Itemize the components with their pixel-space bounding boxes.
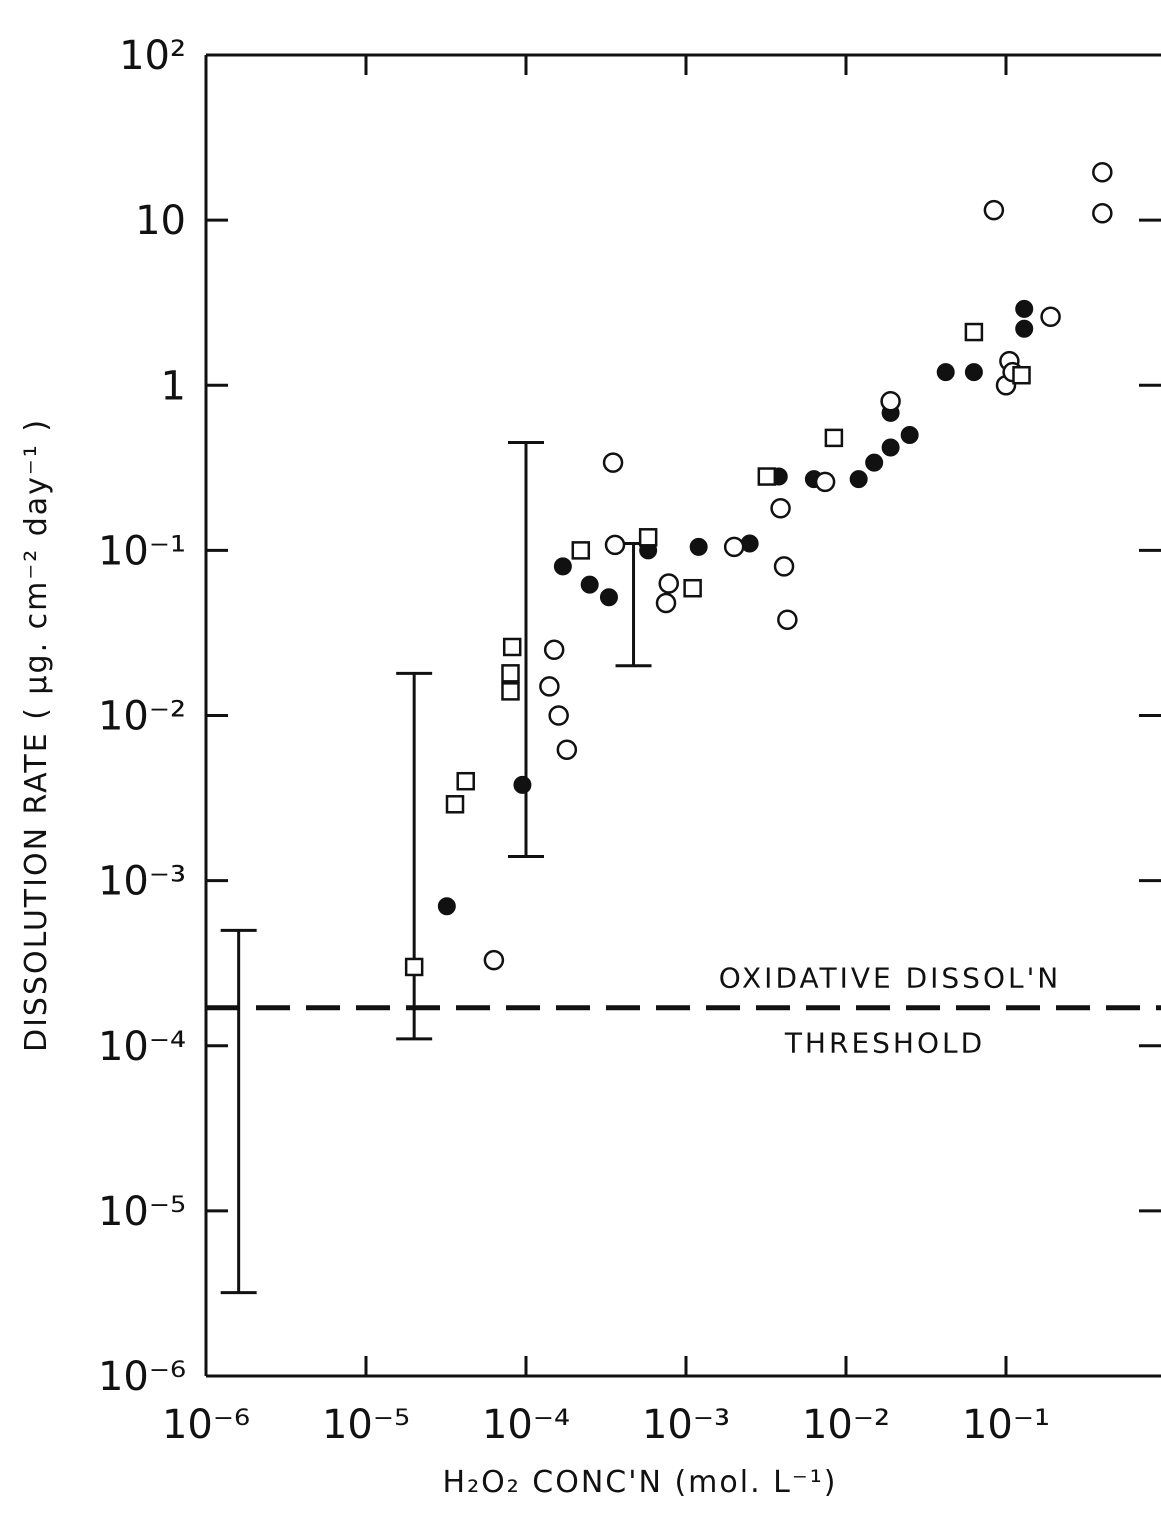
open-circle-point (777, 609, 798, 631)
open-square-point (757, 467, 777, 486)
filled-circle-point (1015, 319, 1034, 338)
open-circle-point (1040, 306, 1061, 327)
x-tick-label: 10⁻³ (642, 1402, 730, 1448)
open-square-point (964, 322, 984, 342)
open-circle-point (723, 536, 745, 558)
error-bar (220, 928, 257, 1295)
open-square-point (404, 957, 424, 977)
open-square-point (456, 771, 475, 791)
x-tick-label: 10⁻⁵ (322, 1402, 410, 1448)
plot-frame (204, 53, 1161, 1378)
x-axis-label: H₂O₂ CONC'N (mol. L⁻¹) (443, 1465, 838, 1500)
open-circle-point (543, 639, 565, 661)
filled-circle-point (881, 438, 900, 457)
open-circle-point (602, 452, 624, 473)
y-tick-label: 10² (119, 33, 186, 79)
y-tick-label: 10⁻⁶ (98, 1354, 186, 1400)
open-circle-point (539, 676, 560, 697)
open-square-point (502, 637, 522, 657)
y-axis-label: DISSOLUTION RATE ( µg. cm⁻² day⁻¹ ) (19, 418, 54, 1052)
open-circle-point (880, 391, 901, 412)
y-tick-label: 10 (135, 198, 186, 244)
filled-circle-point (689, 537, 708, 556)
open-square-point (501, 664, 520, 683)
y-tick-label: 1 (161, 363, 186, 409)
x-tick-label: 10⁻¹ (962, 1402, 1050, 1448)
filled-circle-point (936, 363, 955, 382)
open-circle-point (983, 199, 1005, 221)
open-circle-point (1092, 161, 1113, 183)
open-circle-point (1092, 203, 1113, 224)
threshold-label-top: OXIDATIVE DISSOL'N (719, 962, 1062, 995)
error-bar (396, 671, 433, 1041)
open-circle-point (773, 556, 795, 577)
open-square-point (445, 795, 465, 814)
open-square-point (683, 578, 702, 598)
open-circle-point (814, 471, 836, 493)
threshold-label-bottom: THRESHOLD (784, 1027, 985, 1060)
filled-circle-point (849, 470, 868, 489)
filled-circle-point (599, 588, 618, 607)
y-tick-label: 10⁻³ (98, 859, 186, 905)
data-points (404, 161, 1113, 977)
filled-circle-point (1015, 299, 1034, 318)
y-tick-label: 10⁻¹ (98, 528, 186, 574)
open-square-point (1012, 365, 1031, 385)
open-circle-point (770, 497, 791, 519)
error-bar (615, 542, 652, 668)
y-tick-label: 10⁻⁵ (98, 1189, 186, 1235)
open-square-point (638, 528, 658, 547)
threshold-group: OXIDATIVE DISSOL'N THRESHOLD (206, 962, 1161, 1060)
y-tick-label: 10⁻² (98, 694, 186, 740)
error-bars (220, 441, 652, 1295)
filled-circle-point (964, 363, 983, 382)
open-circle-point (658, 573, 679, 594)
x-tick-label: 10⁻⁴ (482, 1402, 570, 1448)
open-square-point (824, 428, 844, 448)
filled-circle-point (513, 775, 532, 794)
open-circle-point (548, 705, 569, 726)
open-circle-point (483, 949, 505, 971)
filled-circle-point (437, 897, 456, 916)
open-circle-point (655, 592, 677, 614)
open-square-point (571, 541, 591, 560)
open-circle-point (604, 534, 626, 556)
filled-circle-point (580, 575, 599, 594)
open-square-point (501, 682, 520, 701)
filled-circle-point (865, 453, 884, 472)
axis-ticks: 10⁻⁶ 10⁻⁵ 10⁻⁴ 10⁻³ 10⁻² 10⁻¹ 10⁻⁶ 10⁻⁵ 10⁻⁴ 10⁻³… (98, 33, 1161, 1448)
filled-circle-point (553, 557, 572, 576)
open-circle-point (556, 739, 578, 761)
x-tick-label: 10⁻⁶ (162, 1402, 250, 1448)
filled-circle-point (900, 425, 919, 444)
x-tick-label: 10⁻² (802, 1402, 890, 1448)
y-tick-label: 10⁻⁴ (98, 1024, 186, 1070)
